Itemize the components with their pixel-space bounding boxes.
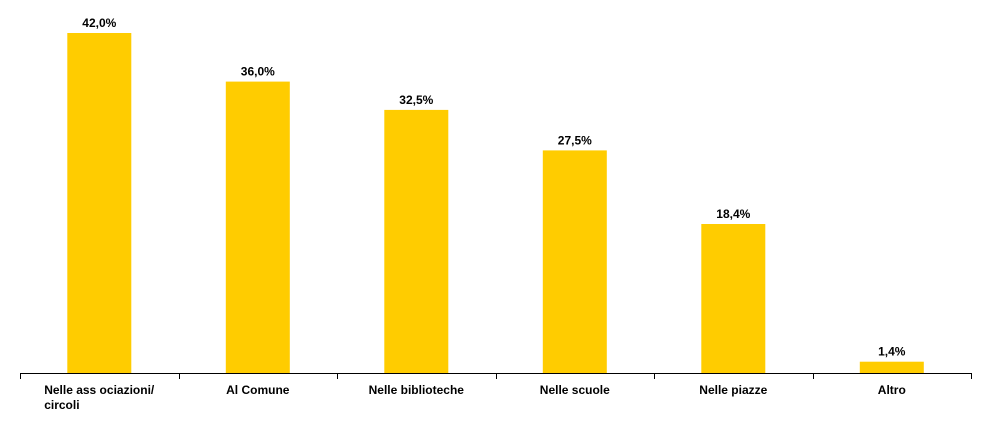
category-label-2: Al Comune (226, 383, 290, 397)
bar-5 (701, 224, 766, 373)
category-label-line: Nelle scuole (540, 383, 610, 397)
bar-1 (67, 33, 132, 373)
value-label-3: 32,5% (399, 93, 433, 107)
value-label-6: 1,4% (878, 345, 906, 359)
x-axis-ticks (20, 373, 972, 379)
bars-group (67, 33, 924, 374)
category-label-4: Nelle scuole (540, 383, 610, 397)
value-label-4: 27,5% (558, 133, 592, 147)
value-label-1: 42,0% (82, 16, 116, 30)
value-labels-group: 42,0% 36,0% 32,5% 27,5% 18,4% 1,4% (82, 16, 906, 359)
category-label-line: Nelle ass ociazioni/ (44, 383, 155, 397)
category-label-3: Nelle biblioteche (369, 383, 465, 397)
bar-6 (859, 361, 924, 373)
category-labels-group: Nelle ass ociazioni/circoli Al Comune Nell… (44, 383, 906, 412)
category-label-line: Nelle biblioteche (369, 383, 465, 397)
value-label-5: 18,4% (716, 207, 750, 221)
bar-3 (384, 109, 449, 374)
category-label-line: Altro (878, 383, 906, 397)
category-label-1: Nelle ass ociazioni/circoli (44, 383, 155, 412)
bar-4 (542, 150, 607, 373)
category-label-line: Nelle piazze (699, 383, 767, 397)
bar-2 (225, 81, 290, 373)
category-label-5: Nelle piazze (699, 383, 767, 397)
category-label-line: circoli (44, 398, 79, 412)
category-label-6: Altro (878, 383, 906, 397)
category-label-line: Al Comune (226, 383, 290, 397)
value-label-2: 36,0% (241, 65, 275, 79)
